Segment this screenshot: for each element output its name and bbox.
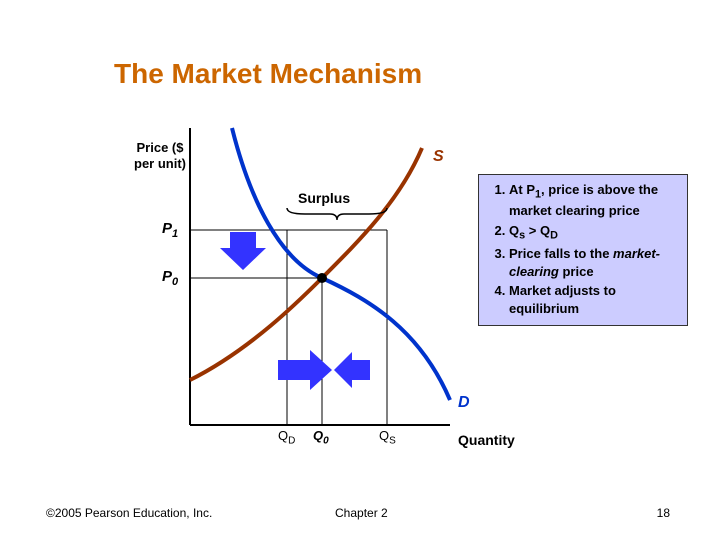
info-item-3: Price falls to the market-clearing price [509,245,683,280]
qd-label: QD [278,428,295,447]
info-box: At P1, price is above the market clearin… [478,174,688,326]
demand-label: D [458,394,470,412]
surplus-label: Surplus [298,190,350,206]
q0-label: Q0 [313,428,329,447]
info-item-4: Market adjusts to equilibrium [509,282,683,317]
converge-arrows-icon [278,350,370,390]
footer-chapter: Chapter 2 [335,506,388,520]
info-item-1: At P1, price is above the market clearin… [509,181,683,220]
p1-label: P1 [162,220,178,240]
supply-label: S [433,148,444,166]
equilibrium-dot [317,273,327,283]
footer-page: 18 [657,506,670,520]
qs-label: QS [379,428,396,447]
info-item-2: Qs > QD [509,222,683,243]
down-arrow-icon [220,232,266,270]
demand-curve [232,128,450,400]
y-axis-label: Price ($ per unit) [130,140,190,171]
footer-copyright: ©2005 Pearson Education, Inc. [46,506,212,520]
x-axis-label: Quantity [458,432,515,448]
p0-label: P0 [162,268,178,288]
surplus-brace [287,208,387,220]
